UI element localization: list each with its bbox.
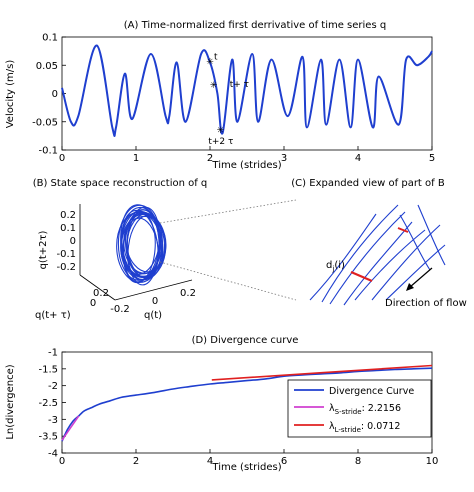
panel-c-trajectory-curve — [385, 244, 446, 301]
panel-d-y-tick-label: -2.5 — [38, 398, 58, 409]
panel-a-y-tick-label: -0.1 — [38, 146, 58, 157]
panel-d-y-tick-label: -1 — [48, 348, 58, 359]
panel-b-x-axis — [79, 274, 116, 301]
panel-a-annotation-label: t — [214, 52, 218, 62]
panel-c-flow-label: Direction of flow — [385, 298, 467, 309]
panel-c-trajectory-curve — [371, 224, 441, 301]
panel-c-trajectory-curve — [329, 211, 406, 305]
panel-a-y-tick-label: -0.05 — [32, 117, 58, 128]
panel-d-x-tick-label: 6 — [281, 456, 287, 467]
panel-b-attractor — [116, 204, 167, 286]
panel-c-dj-label: dj(i) — [326, 260, 345, 273]
panel-a-x-tick-label: 0 — [59, 153, 65, 164]
panel-b-z-tick-label: 0.1 — [60, 223, 76, 234]
panel-b-title: (B) State space reconstruction of q — [33, 178, 208, 189]
legend-label-divergence: Divergence Curve — [329, 386, 414, 397]
panel-b-x-tick-label: -0.2 — [110, 304, 130, 315]
panel-b: (B) State space reconstruction of q 0.20… — [33, 178, 297, 321]
panel-c-trajectory-curve — [309, 213, 377, 301]
panel-b-y-label: q(t+2τ) — [38, 230, 49, 269]
panel-d-x-tick-label: 10 — [426, 456, 439, 467]
panel-a-y-tick-label: 0.05 — [36, 61, 58, 72]
panel-d-x-tick-label: 2 — [133, 456, 139, 467]
panel-a-marker-icon: ✳ — [210, 81, 218, 91]
panel-a-marker-icon: ✳ — [206, 57, 214, 67]
panel-b-y-tick-label: 0 — [90, 298, 96, 309]
panel-a-x-tick-label: 4 — [355, 153, 361, 164]
panel-d-y-label: Ln(divergence) — [5, 364, 16, 439]
panel-b-ticks: 0.20.10-0.1-0.2-0.200.20.20 — [56, 210, 195, 315]
panel-a-marker-icon: ✳ — [217, 126, 225, 136]
panel-d-x-ticks: 0 2 4 6 8 10 — [59, 449, 439, 467]
legend-label-long: λL-stride: 0.0712 — [329, 421, 400, 434]
zoom-line-bottom — [159, 261, 297, 301]
panel-d-y-tick-label: -3 — [48, 415, 58, 426]
panel-a-x-tick-label: 2 — [207, 153, 213, 164]
short-stride-fit-line — [61, 415, 80, 441]
panel-b-z-tick-label: 0.2 — [60, 210, 76, 221]
panel-b-z-label: q(t+ τ) — [35, 310, 71, 321]
panel-c: (C) Expanded view of part of B dj(i) Dir… — [291, 178, 467, 309]
panel-a-y-tick-label: 0.1 — [42, 33, 58, 44]
panel-b-trajectory-loop — [120, 209, 161, 275]
panel-a-x-ticks: 0 1 2 3 4 5 — [59, 146, 435, 164]
panel-c-trajectory-curve — [399, 214, 431, 271]
panel-d-y-tick-label: -3.5 — [38, 432, 58, 443]
panel-a-x-tick-label: 3 — [281, 153, 287, 164]
panel-c-title: (C) Expanded view of part of B — [291, 178, 445, 189]
panel-d: (D) Divergence curve 0 2 4 6 8 10 -1 -1.5 -2 -2.… — [5, 335, 438, 473]
panel-c-trajectories — [309, 204, 446, 306]
flow-arrow-head-icon — [406, 283, 414, 291]
long-stride-fit-line — [211, 364, 433, 381]
panel-a-title: (A) Time-normalized first derrivative of… — [124, 20, 386, 31]
panel-b-y-tick-label: 0.2 — [93, 288, 109, 299]
panel-c-trajectory-curve — [321, 204, 399, 303]
panel-c-red-segment-dj — [350, 270, 373, 283]
panel-a: (A) Time-normalized first derrivative of… — [5, 20, 435, 171]
panel-d-y-tick-label: -2 — [48, 381, 58, 392]
panel-b-z-tick-label: -0.1 — [56, 249, 76, 260]
panel-d-x-tick-label: 4 — [207, 456, 213, 467]
panel-a-x-label: Time (strides) — [211, 160, 281, 171]
panel-b-x-label: q(t) — [144, 310, 162, 321]
panel-d-title: (D) Divergence curve — [192, 335, 299, 346]
panel-a-x-tick-label: 5 — [429, 153, 435, 164]
panel-a-annotation-label: t+2 τ — [208, 137, 233, 147]
divergence-curve-line — [61, 367, 433, 442]
panel-d-y-ticks: -1 -1.5 -2 -2.5 -3 -3.5 -4 — [38, 348, 66, 460]
panel-b-z-tick-label: 0 — [70, 236, 76, 247]
legend-label-short: λS-stride: 2.2156 — [329, 403, 401, 416]
panel-b-x-tick-label: 0.2 — [180, 288, 196, 299]
panel-d-x-label: Time (strides) — [211, 462, 281, 473]
panel-a-annotations: ✳ t✳ t+ τ✳t+2 τ — [206, 52, 249, 147]
zoom-line-top — [159, 199, 297, 224]
panel-b-x-tick-label: 0 — [152, 296, 158, 307]
panel-b-y-axis — [114, 279, 193, 301]
panel-a-y-tick-label: 0 — [52, 89, 58, 100]
panel-c-trajectory-curve — [417, 204, 446, 266]
panel-a-y-ticks: 0.1 0.05 0 -0.05 -0.1 — [32, 33, 66, 157]
panel-a-series-line — [61, 44, 433, 137]
flow-arrow-shaft — [409, 267, 433, 288]
panel-a-y-label: Velocity (m/s) — [5, 60, 16, 129]
panel-d-y-tick-label: -1.5 — [38, 364, 58, 375]
panel-d-y-tick-label: -4 — [48, 449, 58, 460]
panel-b-z-tick-label: -0.2 — [56, 262, 76, 273]
panel-c-trajectory-curve — [354, 229, 426, 301]
panel-d-x-tick-label: 8 — [355, 456, 361, 467]
panel-d-legend: Divergence Curve λS-stride: 2.2156 λL-st… — [287, 379, 432, 438]
panel-d-x-tick-label: 0 — [59, 456, 65, 467]
panel-a-annotation-label: t+ τ — [230, 80, 249, 90]
panel-c-red-segment-small — [397, 227, 409, 233]
panel-a-x-tick-label: 1 — [133, 153, 139, 164]
